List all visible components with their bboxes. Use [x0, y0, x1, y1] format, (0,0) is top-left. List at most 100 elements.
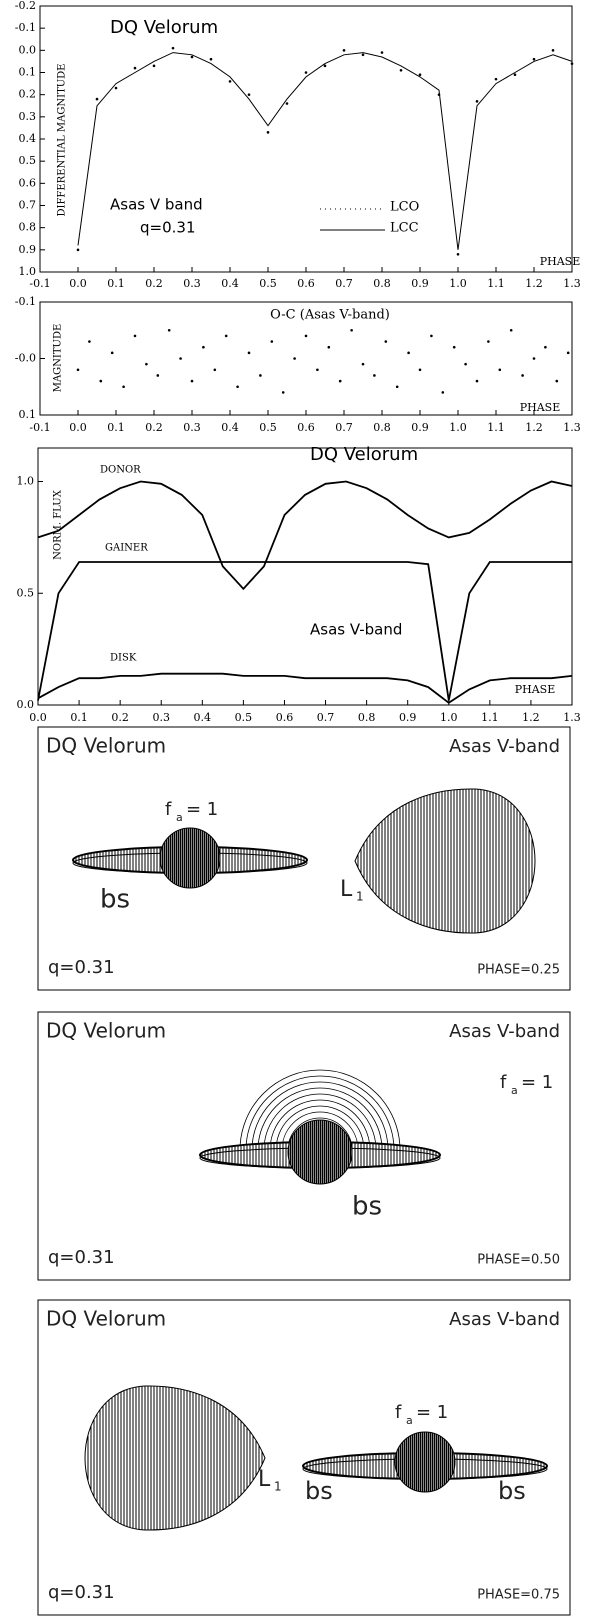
data-dot: [475, 379, 479, 383]
x-tick-label: 0.3: [152, 711, 170, 724]
data-dot: [555, 379, 559, 383]
label-f: f: [395, 1402, 402, 1423]
data-dot: [167, 328, 171, 332]
panel-frame: [37, 1011, 571, 1281]
x-tick-label: 0.1: [107, 421, 125, 434]
x-tick-label: 0.8: [373, 277, 391, 290]
data-dot: [532, 57, 536, 61]
x-tick-label: 1.1: [481, 711, 499, 724]
donor-ring: [287, 1117, 353, 1151]
y-tick-label: -0.1: [15, 21, 36, 34]
y-tick-label: 0.3: [19, 110, 37, 123]
label-bs: bs: [100, 885, 130, 915]
x-tick-label: 0.3: [183, 277, 201, 290]
data-dot: [76, 248, 80, 252]
x-tick-label: -0.1: [29, 277, 50, 290]
data-dot: [521, 374, 524, 377]
x-tick-label: 0.2: [145, 277, 163, 290]
data-dot: [224, 334, 228, 338]
legend-label: LCC: [390, 221, 419, 236]
x-tick-label: 0.6: [297, 421, 315, 434]
donor-ring: [263, 1093, 377, 1151]
data-dot: [323, 64, 327, 68]
x-tick-label: 0.4: [194, 711, 212, 724]
y-tick-label: 0.5: [19, 154, 37, 167]
x-tick-label: 0.6: [276, 711, 294, 724]
x-tick-label: 0.7: [335, 421, 353, 434]
annotation: Asas V-band: [310, 621, 402, 639]
data-line: [37, 480, 573, 591]
label-L: L: [258, 1467, 271, 1492]
panel-q: q=0.31: [48, 957, 115, 978]
x-tick-label: 1.2: [525, 277, 543, 290]
chart-title: O-C (Asas V-band): [270, 308, 390, 323]
y-tick-label: 0.0: [17, 698, 35, 711]
panel-band: Asas V-band: [449, 736, 560, 757]
label-sub: a: [176, 811, 183, 824]
data-line: [37, 672, 573, 704]
label-L: L: [340, 877, 353, 902]
x-tick-label: 0.6: [297, 277, 315, 290]
panel-phase: PHASE=0.25: [477, 963, 560, 978]
data-dot: [456, 252, 460, 256]
data-dot: [213, 368, 217, 372]
legend-label: DONOR: [100, 465, 141, 476]
label-sub: 1: [356, 890, 364, 904]
panel-phase: PHASE=0.50: [477, 1253, 560, 1268]
x-tick-label: 1.0: [449, 421, 467, 434]
label-sub: a: [511, 1084, 518, 1097]
y-tick-label: 0.1: [19, 408, 37, 421]
gainer: [394, 1431, 456, 1493]
y-tick-label: -0.0: [15, 352, 36, 365]
x-tick-label: 1.3: [563, 711, 581, 724]
panel-band: Asas V-band: [449, 1309, 560, 1330]
x-tick-label: 0.8: [358, 711, 376, 724]
data-dot: [95, 97, 99, 101]
y-tick-label: -0.1: [15, 295, 36, 308]
data-dot: [145, 362, 148, 366]
data-dot: [361, 362, 365, 366]
legend-label: GAINER: [105, 543, 148, 554]
data-dot: [122, 385, 125, 389]
data-dot: [418, 368, 422, 372]
x-tick-label: 0.0: [69, 421, 87, 434]
data-dot: [304, 71, 308, 74]
data-dot: [190, 55, 194, 59]
data-dot: [384, 340, 388, 343]
y-tick-label: 0.7: [19, 199, 37, 212]
data-dot: [76, 368, 80, 372]
annotation: Asas V band: [110, 196, 203, 214]
donor-ring: [239, 1069, 401, 1151]
data-dot: [544, 345, 547, 349]
label-val: = 1: [186, 799, 218, 820]
data-dot: [236, 385, 239, 389]
gainer: [287, 1119, 353, 1185]
data-line: [77, 52, 573, 250]
data-dot: [418, 73, 422, 77]
donor-ring: [275, 1105, 365, 1151]
donor: [354, 788, 536, 934]
y-tick-label: 0.5: [17, 586, 35, 599]
data-dot: [395, 385, 399, 389]
data-dot: [570, 62, 574, 65]
y-tick-label: 1.0: [17, 475, 35, 488]
data-dot: [190, 379, 194, 383]
donor-ring: [269, 1099, 371, 1151]
x-axis-label: PHASE: [515, 683, 556, 696]
data-dot: [475, 100, 479, 103]
label-bs: bs: [352, 1192, 382, 1222]
data-dot: [266, 131, 270, 134]
label-bs: bs: [498, 1477, 526, 1505]
x-tick-label: 1.2: [522, 711, 540, 724]
x-tick-label: 1.0: [449, 277, 467, 290]
y-tick-label: 0.6: [19, 176, 37, 189]
data-dot: [494, 77, 498, 81]
label-val: = 1: [416, 1402, 448, 1423]
x-tick-label: 0.1: [70, 711, 88, 724]
data-dot: [209, 57, 213, 61]
panel-frame: [37, 726, 571, 991]
x-tick-label: 1.2: [525, 421, 543, 434]
data-dot: [247, 351, 251, 355]
legend-label: DISK: [110, 653, 137, 664]
